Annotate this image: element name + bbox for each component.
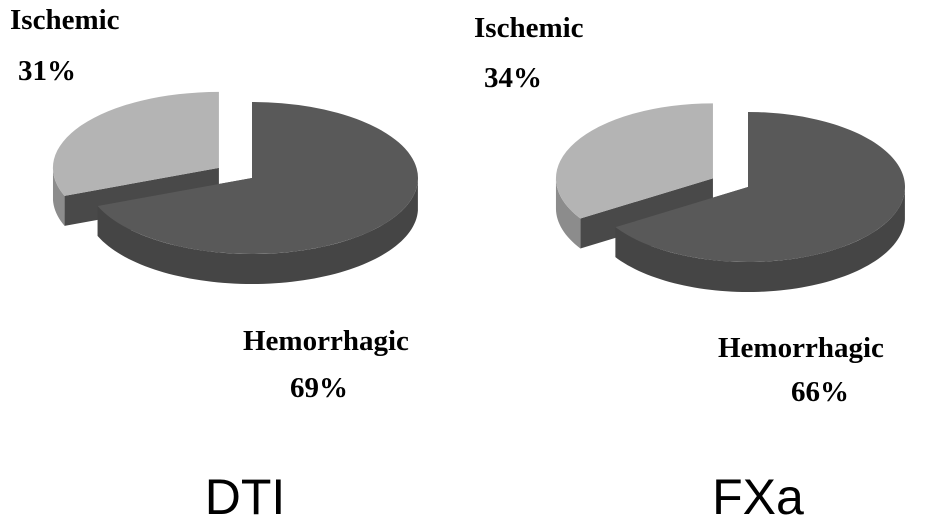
fxa-ischemic-top	[555, 103, 713, 219]
fxa-ischemic-label: Ischemic	[474, 12, 584, 44]
fxa-ischemic-outer-wall	[555, 178, 581, 249]
dti-hemorrhagic-slice	[97, 102, 419, 284]
dti-hemorrhagic-top	[97, 102, 419, 254]
fxa-hemorrhagic-top	[615, 112, 905, 263]
fxa-ischemic-value: 34%	[484, 62, 542, 94]
dti-ischemic-top	[52, 91, 219, 196]
dti-pie-chart: Ischemic 31% Hemorrhagic 69% DTI	[10, 4, 419, 521]
dti-ischemic-outer-wall	[52, 170, 65, 226]
fxa-chart-title: FXa	[712, 469, 804, 521]
fxa-hemorrhagic-outer-wall	[615, 189, 905, 292]
dti-pie-slices	[52, 91, 419, 284]
fxa-hemorrhagic-label: Hemorrhagic	[718, 332, 884, 364]
dti-hemorrhagic-value: 69%	[290, 372, 348, 404]
fxa-ischemic-side-wall-0	[580, 178, 713, 249]
fxa-pie-chart: Ischemic 34% Hemorrhagic 66% FXa	[474, 12, 905, 521]
fxa-pie-slices	[555, 103, 905, 292]
fxa-hemorrhagic-slice	[615, 112, 905, 292]
fxa-ischemic-slice	[555, 103, 713, 249]
fxa-hemorrhagic-value: 66%	[791, 376, 849, 408]
dti-hemorrhagic-outer-wall	[97, 180, 418, 284]
dti-ischemic-value: 31%	[18, 55, 76, 87]
dti-ischemic-label: Ischemic	[10, 4, 120, 36]
dti-chart-title: DTI	[205, 469, 286, 521]
dti-hemorrhagic-label: Hemorrhagic	[243, 325, 409, 357]
